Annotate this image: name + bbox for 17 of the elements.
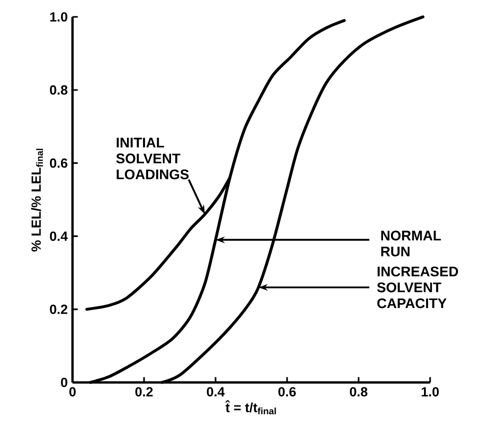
x-axis-title: t̂ = t/t$_{final}$: [225, 400, 276, 414]
annotation: NORMAL RUN: [381, 230, 441, 256]
x-tick-label: 0.2: [135, 387, 153, 396]
x-tick-label: 1.0: [422, 387, 439, 396]
y-axis-title: % LEL/% LEL$_{final}$: [31, 148, 43, 252]
y-tick-label: 1.0: [50, 12, 68, 22]
x-tick-label: 0.6: [278, 387, 296, 396]
y-tick-label: 0.4: [50, 231, 68, 241]
annotation: INCREASED SOLVENT CAPACITY: [377, 266, 458, 308]
y-tick-label: 0: [60, 378, 68, 388]
x-tick-label: 0: [69, 387, 76, 396]
y-tick-label: 0.6: [50, 158, 68, 168]
annotation: INITIAL SOLVENT LOADINGS: [116, 138, 189, 180]
x-tick-label: 0.4: [206, 387, 225, 396]
x-tick-label: 0.8: [350, 387, 368, 396]
y-tick-label: 0.8: [50, 85, 68, 95]
y-tick-label: 0.2: [50, 304, 68, 314]
